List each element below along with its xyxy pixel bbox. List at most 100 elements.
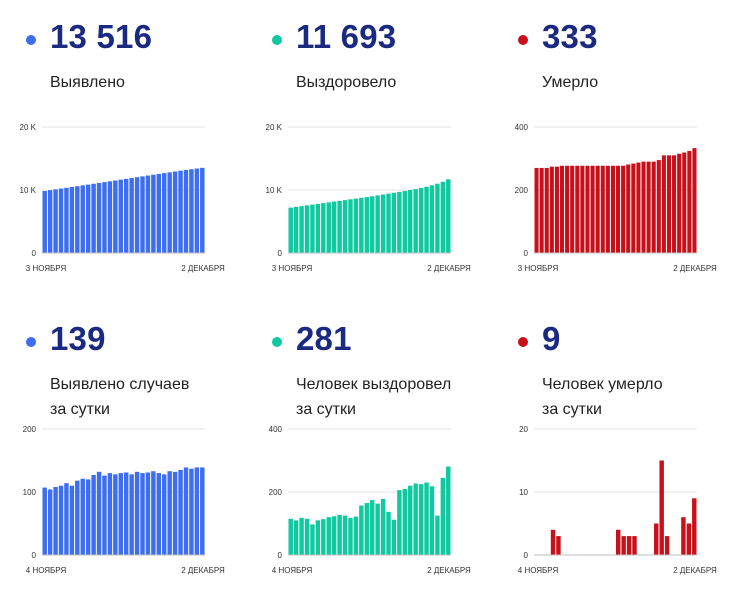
bar xyxy=(96,471,102,555)
bar xyxy=(681,517,686,555)
bar xyxy=(364,197,369,253)
bar xyxy=(151,174,156,253)
bar-chart-daily-deaths: 20 10 0 4 НОЯБРЯ 2 ДЕКАБРЯ xyxy=(518,425,717,575)
bar xyxy=(183,169,189,253)
bar xyxy=(321,519,326,555)
bar xyxy=(162,474,167,555)
bar xyxy=(440,477,446,555)
bar xyxy=(107,181,113,253)
bar xyxy=(145,472,151,555)
bar xyxy=(435,183,440,253)
bar xyxy=(124,472,129,555)
bar xyxy=(435,515,440,556)
stat-value: 281 xyxy=(296,320,352,357)
bar xyxy=(359,505,364,555)
y-tick-label: 200 xyxy=(515,186,529,195)
bar xyxy=(672,155,677,253)
bar xyxy=(651,161,656,253)
bar xyxy=(156,173,162,253)
stat-label-line: за сутки xyxy=(296,401,356,418)
bar xyxy=(53,189,58,253)
y-tick-label: 400 xyxy=(269,425,283,434)
bar xyxy=(386,511,391,555)
bar xyxy=(118,473,123,555)
bar xyxy=(544,167,549,253)
bar xyxy=(375,503,380,555)
bar xyxy=(80,185,85,253)
bar xyxy=(429,185,435,253)
bar xyxy=(370,500,375,555)
bar xyxy=(677,153,682,253)
bar xyxy=(418,187,424,253)
bar xyxy=(391,192,397,253)
bar xyxy=(636,162,641,253)
stat-label-line: за сутки xyxy=(542,401,602,418)
bar xyxy=(600,165,605,253)
bullet-dot-icon xyxy=(272,35,282,45)
stat-panel-daily-recovered: 281 Человек выздоровел за сутки 400 200 0 4 НО… xyxy=(246,302,492,604)
bar xyxy=(80,478,85,555)
bar xyxy=(91,474,96,555)
bar xyxy=(539,167,544,253)
y-tick-label: 0 xyxy=(524,551,529,560)
x-end-label: 2 ДЕКАБРЯ xyxy=(181,264,225,273)
bar xyxy=(178,469,183,555)
bar xyxy=(661,155,666,253)
bar xyxy=(554,166,559,253)
bar xyxy=(626,164,631,253)
bar xyxy=(162,173,167,253)
bar xyxy=(605,165,610,253)
y-tick-label: 10 K xyxy=(266,186,283,195)
stat-label: Выздоровело xyxy=(296,70,396,95)
y-tick-label: 20 K xyxy=(266,123,283,132)
bar xyxy=(610,165,615,253)
stat-value: 9 xyxy=(542,320,561,357)
stat-label: Человек выздоровел за сутки xyxy=(296,372,451,422)
y-tick-label: 200 xyxy=(269,488,283,497)
bar-chart-detected: 20 K 10 K 0 3 НОЯБРЯ 2 ДЕКАБРЯ xyxy=(20,123,225,273)
bar xyxy=(590,165,595,253)
bar xyxy=(632,536,637,555)
stat-panel-detected: 13 516 Выявлено 20 K 10 K 0 3 НОЯБРЯ 2 ДЕКАБРЯ xyxy=(0,0,246,302)
bar xyxy=(402,190,408,253)
bar xyxy=(556,536,561,555)
stat-panel-daily-deaths: 9 Человек умерло за сутки 20 10 0 4 НОЯБРЯ 2 ДЕ… xyxy=(492,302,738,604)
bar xyxy=(337,515,342,555)
bar xyxy=(53,486,58,555)
bar xyxy=(424,186,429,253)
x-end-label: 2 ДЕКАБРЯ xyxy=(427,566,471,575)
bar xyxy=(446,179,451,253)
bar xyxy=(413,189,418,253)
bar xyxy=(315,520,321,555)
bar xyxy=(299,206,304,253)
x-start-label: 4 НОЯБРЯ xyxy=(518,566,559,575)
bar xyxy=(682,152,687,253)
stat-label-line: Выздоровело xyxy=(296,74,397,91)
bar xyxy=(42,487,47,555)
bar xyxy=(326,517,331,555)
bar xyxy=(42,190,47,253)
bar xyxy=(692,148,697,253)
bar xyxy=(424,482,429,555)
bar xyxy=(616,165,621,253)
bar xyxy=(565,165,570,253)
x-end-label: 2 ДЕКАБРЯ xyxy=(673,566,717,575)
x-start-label: 4 НОЯБРЯ xyxy=(26,566,67,575)
bar xyxy=(91,183,96,253)
stat-value: 333 xyxy=(542,18,598,55)
bar xyxy=(359,197,364,253)
x-start-label: 3 НОЯБРЯ xyxy=(272,264,313,273)
bar xyxy=(69,485,75,555)
bullet-dot-icon xyxy=(518,337,528,347)
x-start-label: 3 НОЯБРЯ xyxy=(26,264,67,273)
bar xyxy=(664,536,670,555)
bar xyxy=(621,536,626,555)
bar xyxy=(288,518,293,555)
bullet-dot-icon xyxy=(272,337,282,347)
bar xyxy=(167,471,172,555)
bar xyxy=(331,516,337,555)
stat-value: 139 xyxy=(50,320,106,357)
bar xyxy=(183,467,189,555)
bar xyxy=(200,467,205,555)
stat-value: 13 516 xyxy=(50,18,153,55)
